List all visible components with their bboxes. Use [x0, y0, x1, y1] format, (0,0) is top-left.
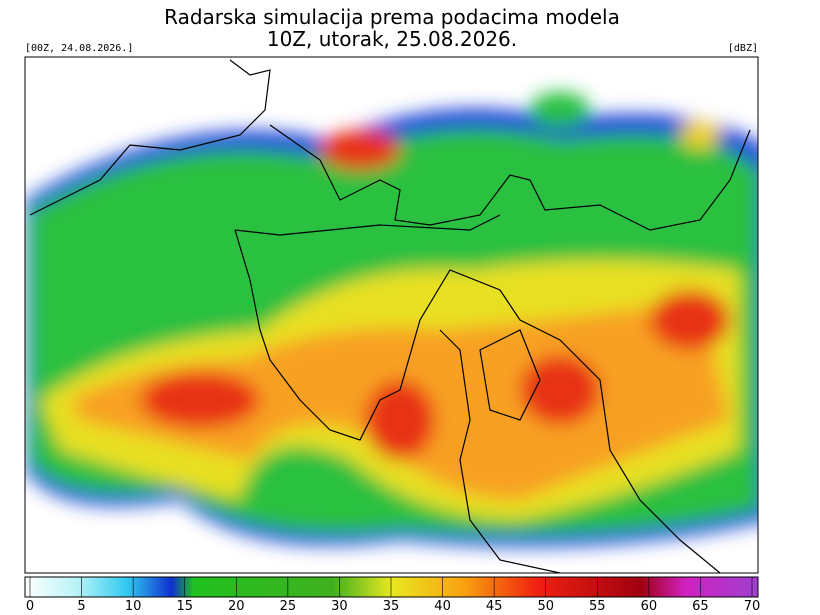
colorbar-ticks: 0 5 10 15 20 25 30 35 40 45 50 55 60 65 70	[26, 577, 760, 614]
run-label: [00Z, 24.08.2026.]	[25, 43, 133, 54]
colorbar-tick-label: 15	[176, 599, 193, 614]
colorbar-tick-label: 10	[125, 599, 142, 614]
colorbar-tick-label: 25	[280, 599, 297, 614]
colorbar-tick-label: 20	[228, 599, 245, 614]
colorbar-tick-label: 55	[589, 599, 606, 614]
title: Radarska simulacija prema podacima model…	[164, 5, 620, 29]
colorbar-tick-label: 35	[383, 599, 400, 614]
colorbar-tick-label: 40	[434, 599, 451, 614]
colorbar-tick-label: 0	[26, 599, 34, 614]
coastlines	[29, 59, 751, 573]
colorbar-tick-label: 60	[641, 599, 658, 614]
colorbar-tick-label: 65	[692, 599, 709, 614]
colorbar-tick-label: 5	[77, 599, 85, 614]
radar-field	[25, 57, 758, 573]
unit-label: [dBZ]	[728, 43, 758, 54]
colorbar-tick-label: 70	[744, 599, 761, 614]
colorbar-tick-label: 45	[486, 599, 503, 614]
colorbar-tick-label: 50	[537, 599, 554, 614]
colorbar-tick-label: 30	[331, 599, 348, 614]
map-frame	[24, 56, 759, 574]
subtitle: 10Z, utorak, 25.08.2026.	[267, 27, 517, 51]
colorbar	[24, 576, 759, 598]
